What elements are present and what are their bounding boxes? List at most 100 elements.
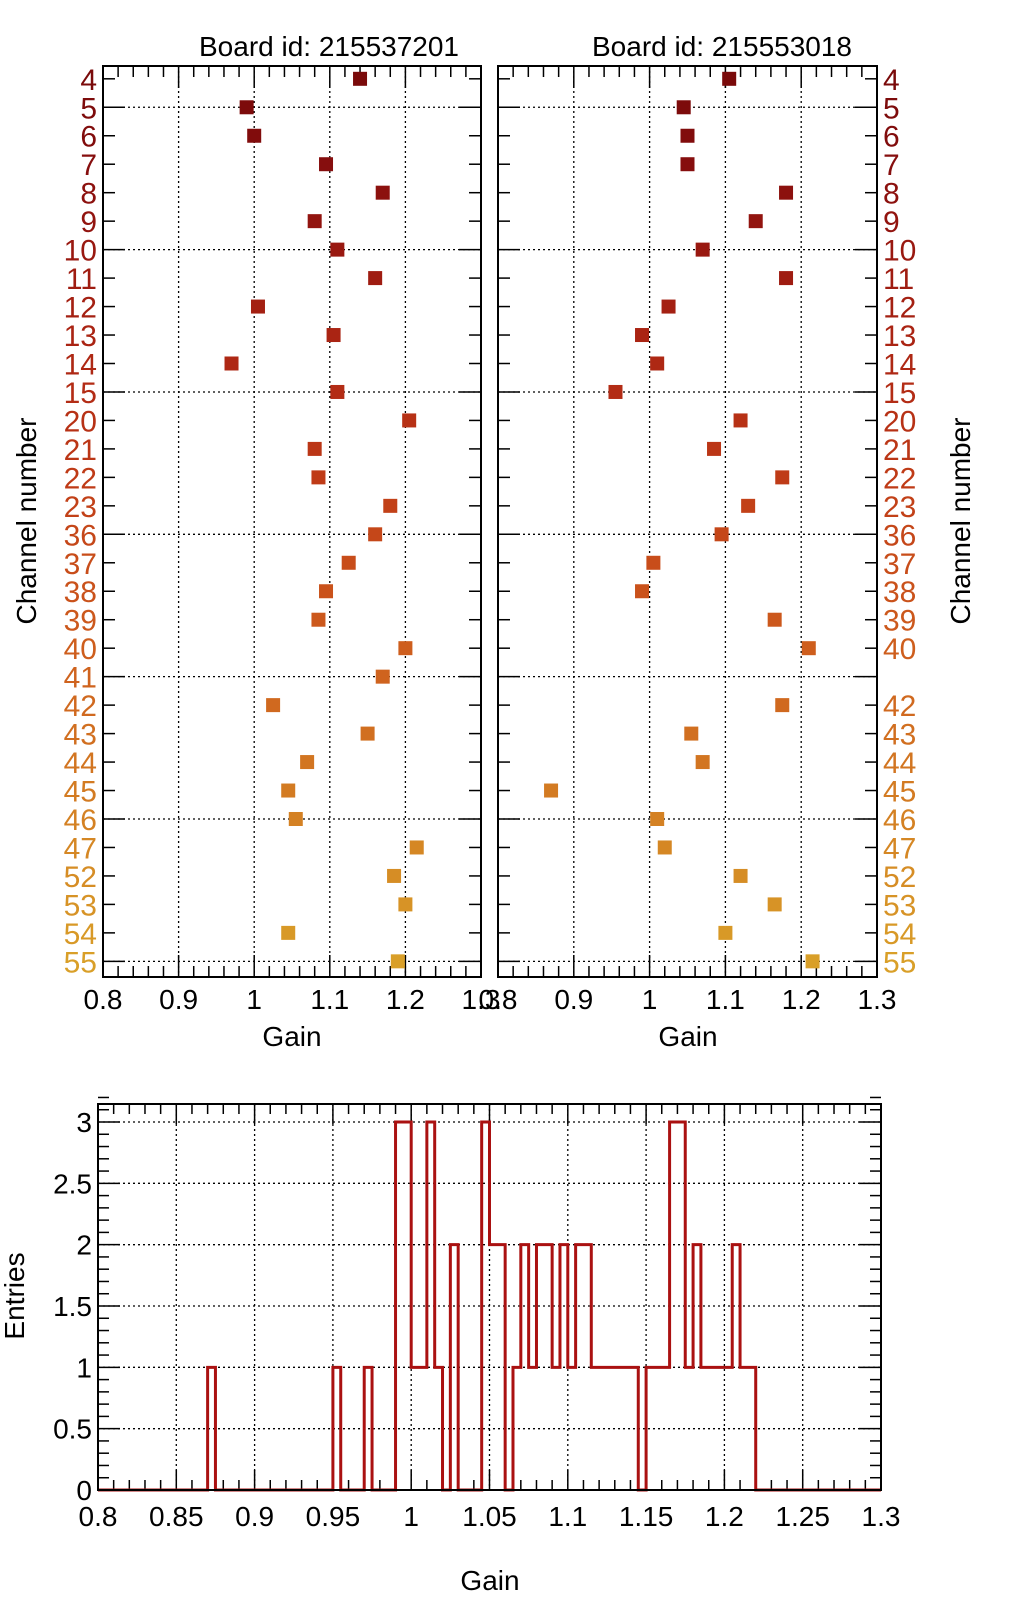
data-point xyxy=(341,555,356,570)
x-tick-label: 0.9 xyxy=(235,1501,274,1532)
data-point xyxy=(676,100,691,115)
data-point xyxy=(368,271,383,286)
x-tick-label: 1.3 xyxy=(858,984,897,1015)
data-point xyxy=(733,413,748,428)
data-point xyxy=(409,840,424,855)
channel-label: 40 xyxy=(64,633,97,666)
channel-label: 10 xyxy=(883,235,916,268)
channel-label: 53 xyxy=(883,889,916,922)
data-point xyxy=(398,897,413,912)
y-tick-label: 1.5 xyxy=(53,1291,92,1322)
data-point xyxy=(387,868,402,883)
channel-label: 54 xyxy=(883,918,916,951)
x-tick-label: 1.1 xyxy=(548,1501,587,1532)
data-point xyxy=(319,157,334,172)
channel-label: 13 xyxy=(883,320,916,353)
x-tick-label: 1.2 xyxy=(705,1501,744,1532)
channel-label: 14 xyxy=(64,348,97,381)
y-tick-label: 0 xyxy=(76,1475,92,1506)
channel-label: 37 xyxy=(64,548,97,581)
channel-label: 41 xyxy=(64,662,97,695)
data-point xyxy=(311,470,326,485)
y-tick-label: 2.5 xyxy=(53,1168,92,1199)
y-axis-label: Channel number xyxy=(945,417,976,624)
channel-label: 43 xyxy=(883,719,916,752)
channel-label: 42 xyxy=(883,690,916,723)
data-point xyxy=(646,555,661,570)
channel-label: 15 xyxy=(64,377,97,410)
data-point xyxy=(402,413,417,428)
channel-label: 47 xyxy=(883,832,916,865)
channel-label: 36 xyxy=(883,519,916,552)
data-point xyxy=(390,954,405,969)
y-tick-label: 3 xyxy=(76,1107,92,1138)
histogram-bin xyxy=(419,1367,427,1490)
y-axis-label: Channel number xyxy=(11,417,42,624)
data-point xyxy=(695,755,710,770)
data-point xyxy=(608,384,623,399)
channel-label: 14 xyxy=(883,348,916,381)
x-tick-label: 0.8 xyxy=(79,1501,118,1532)
channel-label: 11 xyxy=(883,263,914,296)
data-point xyxy=(288,811,303,826)
scatter-panel-board-1: Board id: 215537201 45678910111213141520… xyxy=(11,31,500,1052)
data-point xyxy=(635,584,650,599)
data-point xyxy=(684,726,699,741)
data-point xyxy=(733,868,748,883)
scatter-panel-board-2: Board id: 215553018 45678910111213141520… xyxy=(479,31,976,1052)
data-point xyxy=(805,954,820,969)
data-point xyxy=(767,612,782,627)
x-tick-label: 1 xyxy=(642,984,658,1015)
channel-label: 6 xyxy=(80,121,97,154)
data-point xyxy=(307,441,322,456)
data-point xyxy=(375,669,390,684)
channel-label: 37 xyxy=(883,548,916,581)
channel-label: 44 xyxy=(64,747,97,780)
channel-label: 20 xyxy=(64,405,97,438)
histogram-bin xyxy=(411,1367,419,1490)
data-point xyxy=(714,527,729,542)
channel-label: 9 xyxy=(883,206,900,239)
data-point xyxy=(544,783,559,798)
y-tick-label: 2 xyxy=(76,1230,92,1261)
data-point xyxy=(224,356,239,371)
channel-label: 12 xyxy=(883,292,916,325)
channel-label: 55 xyxy=(883,946,916,979)
channel-label: 39 xyxy=(64,605,97,638)
channel-label: 12 xyxy=(64,292,97,325)
data-point xyxy=(775,470,790,485)
channel-label: 38 xyxy=(883,576,916,609)
data-point xyxy=(779,271,794,286)
data-point xyxy=(695,242,710,257)
histogram-bin xyxy=(591,1367,599,1490)
x-tick-label: 1.2 xyxy=(386,984,425,1015)
channel-label: 54 xyxy=(64,918,97,951)
data-point xyxy=(368,527,383,542)
data-point xyxy=(650,811,665,826)
x-tick-label: 0.8 xyxy=(479,984,518,1015)
x-tick-label: 1.25 xyxy=(775,1501,830,1532)
channel-label: 6 xyxy=(883,121,900,154)
x-tick-label: 1 xyxy=(246,984,262,1015)
channel-label: 42 xyxy=(64,690,97,723)
data-point xyxy=(375,185,390,200)
x-tick-label: 1.1 xyxy=(706,984,745,1015)
channel-label: 52 xyxy=(883,861,916,894)
data-point xyxy=(239,100,254,115)
channel-label: 9 xyxy=(80,206,97,239)
histogram-bin xyxy=(654,1367,662,1490)
data-point xyxy=(360,726,375,741)
channel-label: 23 xyxy=(883,491,916,524)
data-point xyxy=(250,299,265,314)
histogram-panel: 0.8 0.85 0.9 0.95 1 1.05 1.1 1.15 1.2 1.25 1.3 0 0.5… xyxy=(0,1096,900,1596)
data-point xyxy=(801,641,816,656)
data-point xyxy=(680,157,695,172)
data-point xyxy=(281,783,296,798)
data-point xyxy=(326,328,341,343)
channel-label: 11 xyxy=(66,263,97,296)
channel-label: 23 xyxy=(64,491,97,524)
channel-label: 55 xyxy=(64,946,97,979)
channel-label: 5 xyxy=(883,92,900,125)
data-point xyxy=(266,698,281,713)
channel-label: 47 xyxy=(64,832,97,865)
